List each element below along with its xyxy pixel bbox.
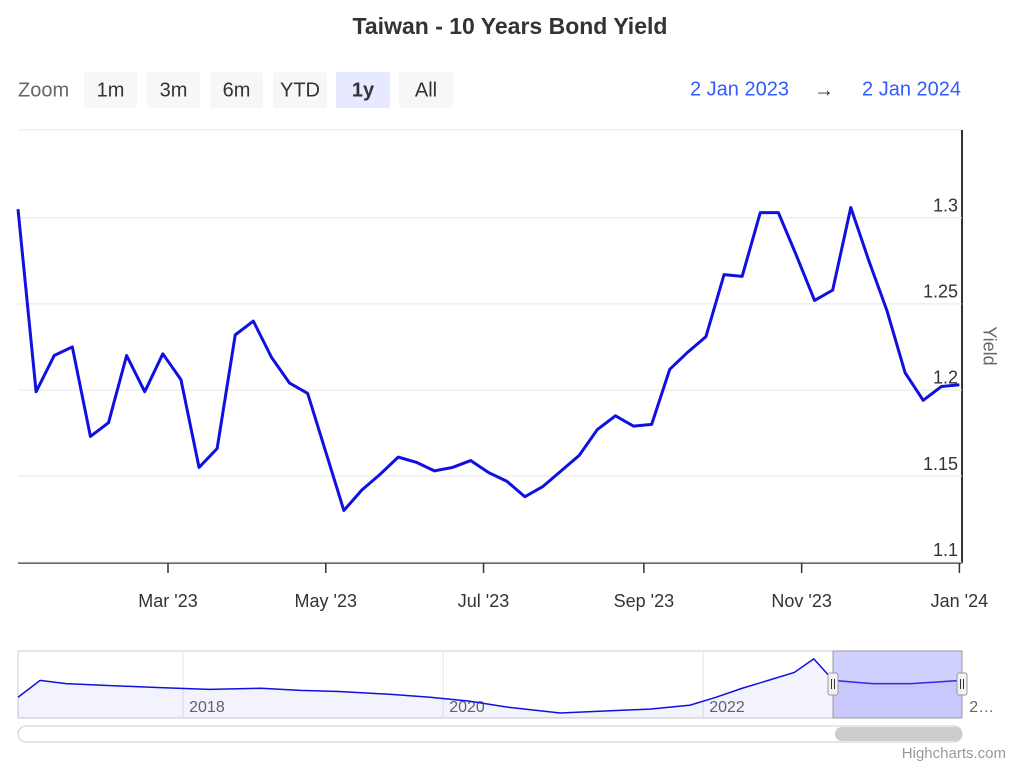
y-axis-title: Yield	[979, 326, 999, 365]
chart-title: Taiwan - 10 Years Bond Yield	[353, 13, 668, 39]
zoom-button[interactable]	[84, 72, 137, 108]
navigator-handle[interactable]	[956, 672, 968, 696]
x-tick-label: Jul '23	[458, 591, 509, 611]
y-tick-label: 1.2	[933, 368, 958, 388]
navigator-selection[interactable]	[832, 650, 963, 719]
x-tick-label: Mar '23	[138, 591, 197, 611]
x-tick-label: Nov '23	[771, 591, 831, 611]
zoom-label: Zoom	[18, 79, 69, 101]
zoom-button-label[interactable]: 6m	[223, 79, 251, 101]
x-tick-label: May '23	[295, 591, 357, 611]
zoom-button-label[interactable]: 3m	[160, 79, 188, 101]
navigator-handle[interactable]	[827, 672, 839, 696]
navigator-tick-label: 2022	[709, 699, 745, 716]
navigator-line	[17, 657, 963, 714]
navigator-tick-label: 2020	[449, 699, 485, 716]
scrollbar-track[interactable]	[17, 725, 963, 743]
zoom-button[interactable]	[273, 72, 327, 108]
zoom-button[interactable]	[399, 72, 453, 108]
zoom-button[interactable]	[147, 72, 200, 108]
credits[interactable]: Highcharts.com	[902, 745, 1006, 762]
y-tick-label: 1.1	[933, 540, 958, 560]
y-tick-label: 1.15	[923, 454, 958, 474]
navigator-tick-label: 2…	[969, 699, 994, 716]
y-tick-label: 1.25	[923, 282, 958, 302]
series-line	[16, 205, 960, 512]
zoom-button-label[interactable]: 1y	[352, 79, 375, 101]
navigator-tick-label: 2018	[189, 699, 225, 716]
navigator-area	[18, 658, 962, 718]
range-arrow: →	[814, 79, 834, 101]
zoom-button-label[interactable]: 1m	[97, 79, 125, 101]
x-tick-label: Jan '24	[931, 591, 988, 611]
y-tick-label: 1.3	[933, 196, 958, 216]
navigator-frame	[17, 650, 963, 719]
range-to[interactable]: 2 Jan 2024	[862, 78, 961, 100]
scrollbar-thumb[interactable]	[835, 727, 962, 741]
zoom-button[interactable]	[210, 72, 263, 108]
x-tick-label: Sep '23	[614, 591, 675, 611]
zoom-button-label[interactable]: All	[415, 79, 437, 101]
zoom-button[interactable]	[336, 72, 390, 108]
range-from[interactable]: 2 Jan 2023	[690, 78, 789, 100]
zoom-button-label[interactable]: YTD	[280, 79, 320, 101]
